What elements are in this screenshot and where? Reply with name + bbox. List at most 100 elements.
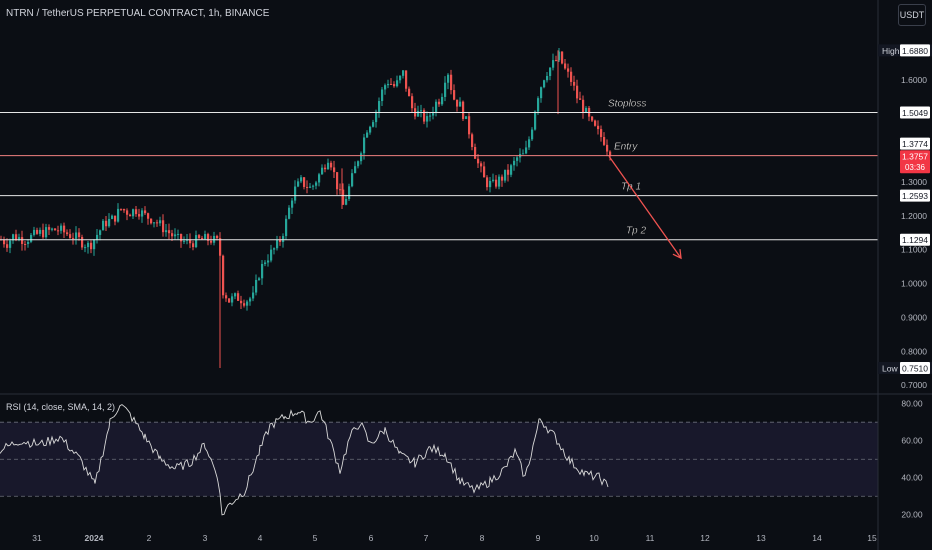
candle-body xyxy=(384,85,387,90)
candle-body xyxy=(408,88,411,97)
candle-body xyxy=(603,137,606,145)
candle-body xyxy=(480,163,483,167)
time-tick: 7 xyxy=(424,533,429,543)
candle-body xyxy=(294,186,297,201)
candlestick-series xyxy=(0,48,612,311)
candle-body xyxy=(240,300,243,304)
candle-body xyxy=(606,144,609,152)
high-badge-value-bg xyxy=(900,44,930,57)
candle-body xyxy=(126,210,129,215)
candle-body xyxy=(336,172,339,190)
price-tick: 1.2000 xyxy=(901,211,927,221)
candle-body xyxy=(111,215,114,219)
candle-body xyxy=(105,220,108,227)
level-price-badge: 1.1294 xyxy=(900,233,930,246)
price-tick: 0.7000 xyxy=(901,380,927,390)
candle-body xyxy=(540,87,543,99)
candle-body xyxy=(354,166,357,174)
candle-body xyxy=(108,218,111,227)
candle-body xyxy=(450,74,453,91)
candle-body xyxy=(465,116,468,119)
rsi-title[interactable]: RSI (14, close, SMA, 14, 2) xyxy=(6,402,116,412)
rsi-pane[interactable] xyxy=(0,393,932,516)
candle-body xyxy=(564,63,567,69)
candle-body xyxy=(303,177,306,187)
symbol-title[interactable]: NTRN / TetherUS PERPETUAL CONTRACT, 1h, … xyxy=(6,8,270,19)
candle-body xyxy=(234,293,237,297)
candle-body xyxy=(138,214,141,217)
level-badge-text: 1.5049 xyxy=(902,108,928,118)
candle-body xyxy=(531,129,534,140)
candle-body xyxy=(318,174,321,183)
time-tick: 31 xyxy=(32,533,42,543)
candle-body xyxy=(99,230,102,235)
rsi-band xyxy=(0,422,878,497)
current-price-text: 1.3757 xyxy=(902,152,928,162)
candle-body xyxy=(21,237,24,244)
candle-body xyxy=(369,126,372,133)
currency-button[interactable]: USDT xyxy=(898,4,926,26)
candle-body xyxy=(567,68,570,72)
projection-arrow xyxy=(608,155,682,260)
time-tick: 2024 xyxy=(85,533,104,543)
candle-body xyxy=(9,240,12,248)
candle-body xyxy=(390,83,393,85)
candle-body xyxy=(201,237,204,240)
candle-body xyxy=(246,301,249,306)
candle-body xyxy=(537,98,540,112)
candle-body xyxy=(405,70,408,89)
candle-body xyxy=(12,234,15,241)
candle-body xyxy=(486,177,489,188)
level-price-badge: 1.2593 xyxy=(900,189,930,202)
candle-body xyxy=(330,162,333,168)
candle-body xyxy=(522,153,525,155)
candle-body xyxy=(72,237,75,239)
candle-body xyxy=(195,235,198,248)
candle-body xyxy=(507,169,510,175)
candle-body xyxy=(69,234,72,238)
time-tick: 13 xyxy=(756,533,766,543)
candle-body xyxy=(198,235,201,238)
candle-body xyxy=(609,151,612,157)
candle-body xyxy=(33,229,36,235)
candle-body xyxy=(96,234,99,240)
candle-body xyxy=(141,210,144,217)
price-tick: 1.3000 xyxy=(901,177,927,187)
candle-body xyxy=(123,209,126,211)
candle-body xyxy=(27,241,30,244)
candle-body xyxy=(309,186,312,188)
arrow-head xyxy=(672,249,682,260)
rsi-tick: 40.00 xyxy=(901,473,923,483)
candle-body xyxy=(321,167,324,175)
candle-body xyxy=(183,240,186,242)
time-tick: 10 xyxy=(589,533,599,543)
candle-body xyxy=(24,243,27,245)
time-tick: 15 xyxy=(867,533,877,543)
candle-body xyxy=(375,111,378,123)
candle-body xyxy=(312,185,315,187)
rsi-tick: 60.00 xyxy=(901,436,923,446)
candle-body xyxy=(54,228,57,231)
candle-body xyxy=(165,230,168,233)
level-badge-text: 1.1294 xyxy=(902,235,928,245)
time-tick: 5 xyxy=(313,533,318,543)
candle-body xyxy=(78,232,81,237)
candle-body xyxy=(15,234,18,241)
time-tick: 3 xyxy=(203,533,208,543)
candle-body xyxy=(258,278,261,280)
level-badge-text: 1.2593 xyxy=(902,191,928,201)
candle-body xyxy=(57,230,60,232)
candle-body xyxy=(279,239,282,243)
candle-body xyxy=(471,134,474,148)
candle-body xyxy=(150,218,153,224)
candle-body xyxy=(378,101,381,112)
candle-body xyxy=(393,84,396,87)
candle-body xyxy=(3,239,6,245)
candle-body xyxy=(483,166,486,178)
candle-body xyxy=(291,200,294,208)
level-badge-bg xyxy=(900,189,930,202)
candle-body xyxy=(51,228,54,230)
candle-body xyxy=(513,160,516,166)
